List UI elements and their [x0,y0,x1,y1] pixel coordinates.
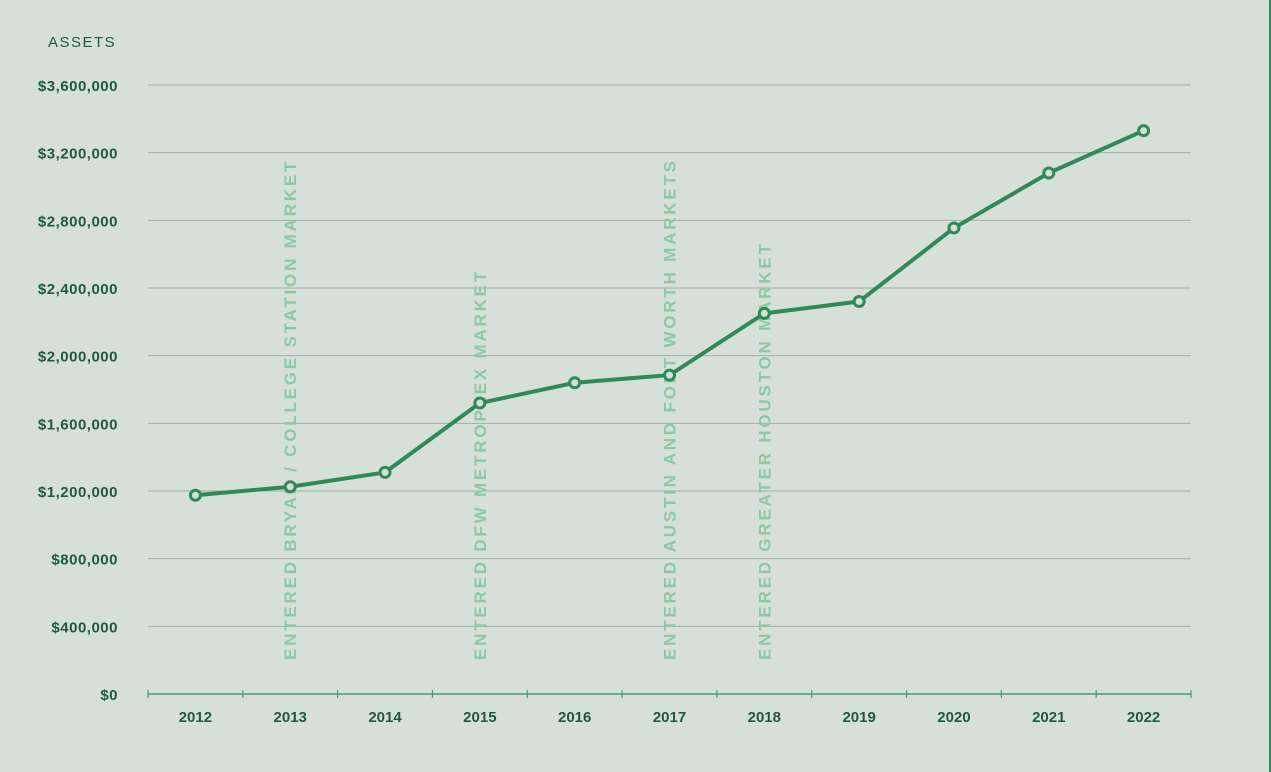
x-tick-label: 2020 [937,709,970,726]
x-tick-label: 2021 [1032,709,1065,726]
x-tick-label: 2019 [842,709,875,726]
x-tick-label: 2013 [274,709,307,726]
assets-series [188,124,1151,502]
y-tick-label: $0 [100,687,118,704]
x-tick-label: 2016 [558,709,591,726]
y-tick-label: $400,000 [51,619,118,636]
market-annotation: ENTERED AUSTIN AND FORT WORTH MARKETS [661,158,680,660]
market-annotation: ENTERED DFW METROPLEX MARKET [471,269,490,660]
data-point [568,376,582,390]
x-tick-label: 2012 [179,709,212,726]
data-point [188,488,202,502]
x-tick-label: 2018 [748,709,781,726]
x-tick-label: 2015 [463,709,496,726]
data-point [1042,166,1056,180]
data-point [947,221,961,235]
market-annotations: ENTERED BRYAN / COLLEGE STATION MARKET EN… [281,158,774,660]
y-tick-label: $800,000 [51,552,118,569]
market-annotation: ENTERED GREATER HOUSTON MARKET [755,241,774,660]
gridlines [148,84,1191,627]
y-tick-labels: $0 $400,000 $800,000 $1,200,000 $1,600,000 $2… [38,78,118,704]
y-tick-label: $2,800,000 [38,213,118,230]
y-tick-label: $3,600,000 [38,78,118,95]
x-tick-label: 2017 [653,709,686,726]
x-axis: 2012 2013 2014 2015 2016 2017 2018 2019 2020 2021… [147,690,1192,726]
y-tick-label: $2,000,000 [38,349,118,366]
x-tick-label: 2014 [368,709,402,726]
y-tick-label: $1,200,000 [38,484,118,501]
data-point [757,306,771,320]
market-annotation: ENTERED BRYAN / COLLEGE STATION MARKET [281,159,300,660]
data-point [1137,124,1151,138]
data-point [663,368,676,382]
data-point [378,465,392,479]
y-tick-label: $1,600,000 [38,416,118,433]
data-point [283,480,297,494]
data-point [473,396,487,410]
data-point [852,295,866,309]
y-tick-label: $2,400,000 [38,281,118,298]
x-tick-label: 2022 [1127,709,1160,726]
right-edge-border [1269,0,1271,772]
y-tick-label: $3,200,000 [38,146,118,163]
y-axis-title: ASSETS [48,34,116,51]
